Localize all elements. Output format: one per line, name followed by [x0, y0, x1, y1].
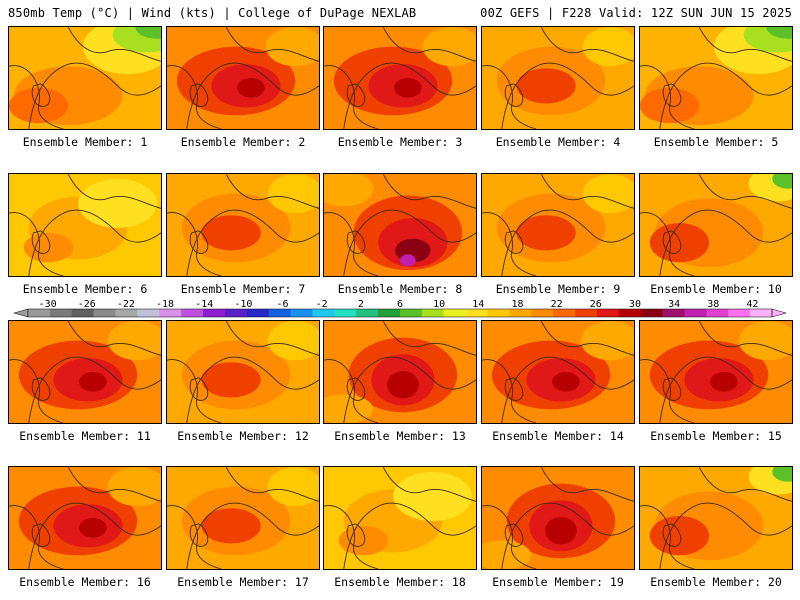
- ensemble-map-panel: [481, 466, 635, 570]
- colorbar-swatch: [181, 309, 204, 317]
- colorbar-swatch: [224, 309, 248, 317]
- ensemble-member-label: Ensemble Member: 5: [653, 135, 779, 149]
- ensemble-map-panel: [8, 26, 162, 130]
- header-right: 00Z GEFS | F228 Valid: 12Z SUN JUN 15 20…: [480, 6, 792, 20]
- colorbar-right-arrow: [771, 308, 786, 318]
- colorbar-tick-label: -22: [117, 299, 135, 310]
- ensemble-map-panel: [639, 320, 793, 424]
- ensemble-map-panel: [166, 26, 320, 130]
- colorbar-tick-label: 18: [511, 299, 523, 310]
- ensemble-member-label: Ensemble Member: 11: [19, 429, 151, 443]
- colorbar-swatch: [246, 309, 270, 317]
- ensemble-map-panel: [8, 320, 162, 424]
- ensemble-map-panel: [639, 466, 793, 570]
- colorbar-tick-label: -26: [78, 299, 96, 310]
- colorbar-tick-label: 34: [668, 299, 680, 310]
- ensemble-map-panel: [639, 173, 793, 277]
- colorbar-swatch: [28, 309, 51, 317]
- colorbar-tick-label: 38: [707, 299, 719, 310]
- colorbar-swatch: [618, 309, 642, 317]
- ensemble-member-label: Ensemble Member: 2: [180, 135, 306, 149]
- ensemble-member-label: Ensemble Member: 10: [650, 282, 782, 296]
- colorbar-swatch: [465, 309, 488, 317]
- ensemble-member-label: Ensemble Member: 7: [180, 282, 306, 296]
- ensemble-map-panel: [481, 173, 635, 277]
- colorbar-left-arrow: [14, 308, 29, 318]
- ensemble-map-panel: [481, 320, 635, 424]
- colorbar-swatch: [159, 309, 182, 317]
- ensemble-map-panel: [166, 173, 320, 277]
- colorbar-tick-label: -6: [277, 299, 289, 310]
- colorbar-swatch: [378, 309, 401, 317]
- colorbar-swatch: [750, 309, 773, 317]
- colorbar-swatch: [596, 309, 620, 317]
- colorbar-swatch: [728, 309, 751, 317]
- colorbar-swatch: [49, 309, 73, 317]
- ensemble-map-panel: [166, 320, 320, 424]
- colorbar-swatch: [487, 309, 510, 317]
- colorbar-swatch: [400, 309, 423, 317]
- colorbar-swatch: [553, 309, 576, 317]
- colorbar-tick-label: -18: [156, 299, 174, 310]
- ensemble-member-label: Ensemble Member: 9: [495, 282, 621, 296]
- colorbar-tick-label: 22: [551, 299, 563, 310]
- colorbar-swatch: [203, 309, 226, 317]
- colorbar-swatch: [684, 309, 707, 317]
- colorbar-tick-label: 30: [629, 299, 641, 310]
- ensemble-member-label: Ensemble Member: 3: [337, 135, 463, 149]
- ensemble-map-panel: [323, 26, 477, 130]
- colorbar-swatch: [640, 309, 663, 317]
- ensemble-member-label: Ensemble Member: 15: [650, 429, 782, 443]
- colorbar-tick-label: 26: [590, 299, 602, 310]
- colorbar-swatch: [268, 309, 291, 317]
- colorbar-swatch: [531, 309, 554, 317]
- colorbar-swatch: [509, 309, 532, 317]
- ensemble-member-label: Ensemble Member: 8: [337, 282, 463, 296]
- colorbar-swatch: [356, 309, 379, 317]
- ensemble-map-panel: [8, 466, 162, 570]
- colorbar-swatch: [334, 309, 357, 317]
- colorbar-tick-label: -30: [39, 299, 57, 310]
- ensemble-member-label: Ensemble Member: 14: [492, 429, 624, 443]
- ensemble-member-label: Ensemble Member: 6: [22, 282, 148, 296]
- colorbar-swatch: [290, 309, 313, 317]
- temperature-colorbar: -30 -26 -22 -18 -14 -10 -6 -2 2 6 10 14 18 22 26 30 34 38…: [14, 299, 786, 318]
- ensemble-member-label: Ensemble Member: 1: [22, 135, 148, 149]
- colorbar-swatch: [137, 309, 160, 317]
- colorbar-swatch: [71, 309, 94, 317]
- header-left: 850mb Temp (°C) | Wind (kts) | College o…: [8, 6, 417, 20]
- ensemble-map-panel: [166, 466, 320, 570]
- ensemble-map-panel: [481, 26, 635, 130]
- ensemble-member-label: Ensemble Member: 17: [177, 575, 309, 589]
- ensemble-member-label: Ensemble Member: 4: [495, 135, 621, 149]
- colorbar-tick-label: -10: [234, 299, 252, 310]
- ensemble-member-label: Ensemble Member: 20: [650, 575, 782, 589]
- colorbar-swatch: [575, 309, 598, 317]
- ensemble-map-panel: [8, 173, 162, 277]
- colorbar-swatch: [115, 309, 138, 317]
- colorbar-swatch: [93, 309, 116, 317]
- ensemble-member-label: Ensemble Member: 16: [19, 575, 151, 589]
- ensemble-map-panel: [323, 320, 477, 424]
- colorbar-tick-label: 42: [746, 299, 758, 310]
- ensemble-map-panel: [323, 173, 477, 277]
- colorbar-tick-label: 10: [433, 299, 445, 310]
- colorbar-tick-label: -14: [195, 299, 213, 310]
- colorbar-swatch: [662, 309, 685, 317]
- ensemble-map-panel: [639, 26, 793, 130]
- ensemble-member-label: Ensemble Member: 13: [334, 429, 466, 443]
- ensemble-member-label: Ensemble Member: 19: [492, 575, 624, 589]
- colorbar-tick-label: -2: [316, 299, 328, 310]
- colorbar-swatch: [443, 309, 466, 317]
- colorbar-tick-label: 14: [472, 299, 484, 310]
- ensemble-member-label: Ensemble Member: 12: [177, 429, 309, 443]
- colorbar-swatch: [706, 309, 729, 317]
- colorbar-swatch: [421, 309, 445, 317]
- colorbar-swatch: [312, 309, 335, 317]
- colorbar-tick-label: 2: [358, 299, 364, 310]
- ensemble-map-panel: [323, 466, 477, 570]
- colorbar-tick-label: 6: [397, 299, 403, 310]
- ensemble-member-label: Ensemble Member: 18: [334, 575, 466, 589]
